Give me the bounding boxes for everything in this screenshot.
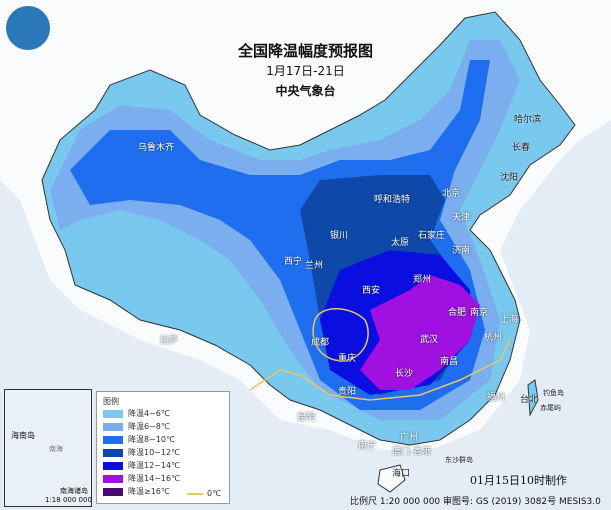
city-label: 香港 [413,447,432,457]
city-label: 贵阳 [338,387,357,397]
zero-degree-line-sichuan [312,308,369,362]
city-label: 南昌 [440,357,459,367]
city-label: 呼和浩特 [374,195,411,205]
legend-swatch [103,474,123,483]
agency: 中央气象台 [275,84,336,98]
city-label: 福州 [487,393,506,403]
city-label: 南京 [470,308,489,318]
legend-swatch [103,409,123,418]
city-label: 钓鱼岛 [543,389,564,397]
city-label: 太原 [391,238,410,248]
city-label: 西安 [362,286,381,296]
cma-logo [6,6,50,50]
legend-item: 降温14~16℃ [103,473,180,484]
city-label: 沈阳 [500,173,519,183]
legend-item: 降温10~12℃ [103,447,180,458]
made-time: 01月15日10时制作 [470,474,567,487]
city-label: 合肥 [448,308,467,318]
city-label: 拉萨 [160,336,179,346]
city-label: 北京 [442,189,461,199]
city-label: 澳门 [392,447,411,457]
city-label: 济南 [452,246,471,256]
legend-title: 图例 [103,397,119,406]
city-label: 赤尾屿 [540,404,561,412]
taiwan [527,379,539,417]
city-label: 银川 [330,231,349,241]
legend-item: 降温4~6℃ [103,408,170,419]
city-label: 昆明 [297,413,316,423]
legend-swatch [103,487,123,496]
footer-info: 比例尺 1:20 000 000 审图号: GS (2019) 3082号 ME… [350,497,601,507]
inset-label: 南海诸岛 [60,487,88,495]
city-label: 武汉 [420,335,439,345]
city-label: 成都 [311,338,330,348]
legend-label: 降温10~12℃ [128,448,181,457]
city-label: 重庆 [338,354,357,364]
legend-item: 降温6~8℃ [103,421,170,432]
legend-swatch [103,461,123,470]
city-label: 东沙群岛 [445,456,473,464]
inset-scale: 1:18 000 000 [45,496,92,504]
legend-label: 降温14~16℃ [128,474,181,483]
city-label: 石家庄 [418,231,446,241]
inset-island: 海南岛 [11,431,35,440]
city-label: 乌鲁木齐 [138,143,175,153]
legend-item: 降温12~14℃ [103,460,180,471]
area-14-16 [360,275,480,390]
city-label: 长春 [512,143,531,153]
legend-label: 降温≥16℃ [128,487,170,496]
date-range: 1月17日-21日 [266,64,345,78]
legend-label: 降温12~14℃ [128,461,181,470]
legend-swatch [103,422,123,431]
zero-line-swatch [187,492,203,495]
inset-sea: 南海 [49,445,63,453]
south-china-sea-inset: 海南岛 南海 南海诸岛 1:18 000 000 [4,389,92,507]
legend-label: 降温6~8℃ [128,422,170,431]
legend-swatch [103,448,123,457]
city-label: 海口 [392,469,411,479]
city-label: 广州 [400,433,419,443]
city-label: 杭州 [484,333,503,343]
city-label: 台北 [520,395,539,405]
legend-label: 降温8~10℃ [128,435,175,444]
city-label: 兰州 [305,261,324,271]
zero-line-label: 0℃ [207,489,222,498]
city-label: 郑州 [413,275,432,285]
legend-item: 降温8~10℃ [103,434,175,445]
city-label: 长沙 [395,369,414,379]
city-label: 上海 [500,315,519,325]
city-label: 西宁 [284,257,303,267]
hainan [377,464,406,493]
legend: 图例 降温4~6℃ 降温6~8℃ 降温8~10℃ 降温10~12℃ 降温12~14℃ 降温… [96,391,230,504]
legend-item: 降温≥16℃ [103,486,170,497]
map-title: 全国降温幅度预报图 [237,42,373,60]
legend-swatch [103,435,123,444]
city-label: 南宁 [358,441,377,451]
zero-degree-line [249,339,511,401]
legend-label: 降温4~6℃ [128,409,170,418]
city-label: 天津 [452,213,471,223]
city-label: 哈尔滨 [514,115,542,125]
